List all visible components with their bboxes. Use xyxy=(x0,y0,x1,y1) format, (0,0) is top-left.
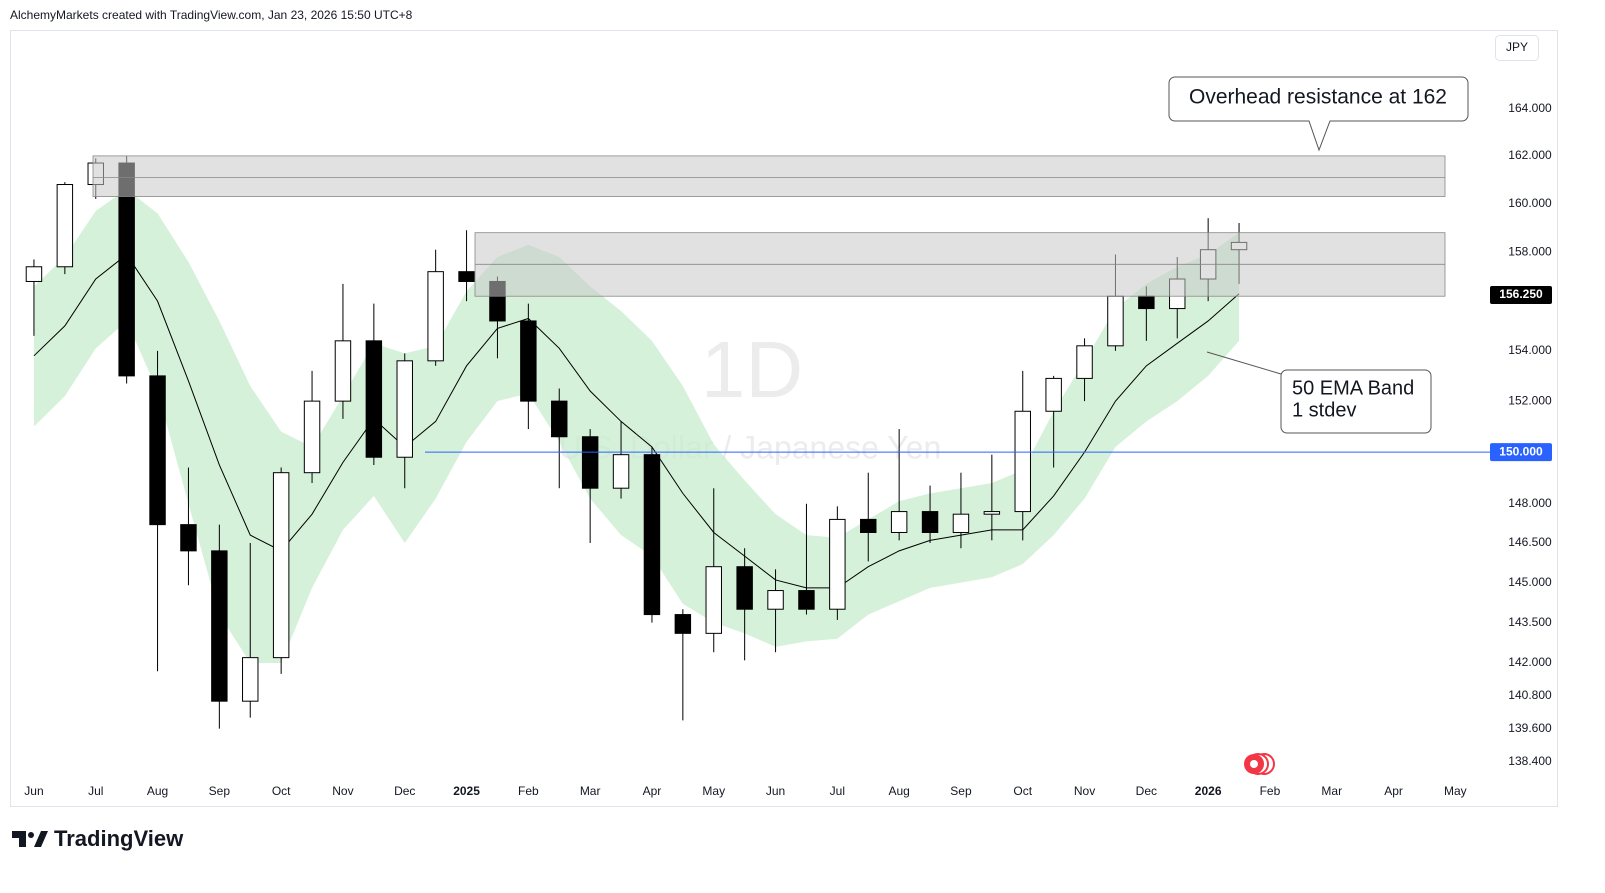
candle-body xyxy=(427,271,444,362)
x-tick-label: May xyxy=(702,784,725,798)
y-tick-label: 158.000 xyxy=(1508,244,1552,258)
candle-body xyxy=(303,400,321,474)
frame xyxy=(10,30,1558,807)
candle-body xyxy=(643,454,661,616)
y-tick-label: 154.000 xyxy=(1508,343,1552,357)
y-tick-label: 146.500 xyxy=(1508,535,1552,549)
candle-body xyxy=(581,436,599,489)
y-tick-label: 148.000 xyxy=(1508,496,1552,510)
candle-body xyxy=(272,472,290,659)
x-tick-label: Nov xyxy=(1074,784,1095,798)
y-tick-label: 160.000 xyxy=(1508,196,1552,210)
y-tick-label: 143.500 xyxy=(1508,615,1552,629)
resistance-zone xyxy=(92,155,1446,197)
hline-label: 150.000 xyxy=(1499,444,1543,458)
y-tick-label: 139.600 xyxy=(1508,721,1552,735)
x-tick-label: Dec xyxy=(1136,784,1157,798)
logo-icon xyxy=(12,831,48,847)
candle-body xyxy=(767,590,784,610)
candle-body xyxy=(1076,345,1093,379)
annotation: 1 stdev xyxy=(1292,399,1356,421)
candle-body xyxy=(736,566,753,610)
footer: TradingView xyxy=(12,826,183,852)
callout-box xyxy=(1280,369,1432,434)
candle-body xyxy=(890,511,908,533)
x-tick-label: Oct xyxy=(1013,784,1032,798)
candle-body xyxy=(798,590,815,610)
x-tick-label: Oct xyxy=(272,784,291,798)
x-tick-label: May xyxy=(1444,784,1467,798)
candle-body xyxy=(149,375,166,526)
candle-body xyxy=(983,511,1001,515)
candle-body xyxy=(396,360,413,458)
header: AlchemyMarkets created with TradingView.… xyxy=(10,8,413,22)
candle-body xyxy=(860,518,877,533)
y-tick-label: 145.000 xyxy=(1508,575,1552,589)
candle-body xyxy=(952,513,970,533)
x-tick-label: Feb xyxy=(1260,784,1281,798)
x-tick-label: Jun xyxy=(766,784,785,798)
y-tick-label: 140.800 xyxy=(1508,688,1552,702)
x-tick-label: Sep xyxy=(950,784,972,798)
candle-body xyxy=(612,454,630,489)
price-marker-bg xyxy=(1490,285,1552,304)
candle-body xyxy=(921,511,939,533)
watermark: 1D xyxy=(701,325,803,414)
candle-body xyxy=(180,524,197,552)
x-tick-label: 2025 xyxy=(453,784,480,798)
candle-body xyxy=(520,320,537,402)
candle-body xyxy=(1138,295,1155,310)
candle-body xyxy=(1107,295,1124,347)
x-tick-label: Mar xyxy=(580,784,601,798)
candle-body xyxy=(365,340,383,458)
candle-body xyxy=(458,271,475,282)
candle-body xyxy=(1014,410,1031,513)
x-tick-label: Apr xyxy=(643,784,662,798)
callout-box xyxy=(1168,76,1469,152)
candle-body xyxy=(25,266,43,282)
x-tick-label: Dec xyxy=(394,784,415,798)
y-tick-label: 142.000 xyxy=(1508,655,1552,669)
candle-body xyxy=(334,340,352,402)
candle-body xyxy=(56,184,74,268)
currency: JPY xyxy=(1506,40,1528,54)
candle-body xyxy=(211,550,228,702)
plot xyxy=(25,155,1490,729)
ema-line xyxy=(33,253,1240,589)
callout-pointer xyxy=(1206,351,1282,375)
replay-icon xyxy=(1244,753,1275,775)
x-tick-label: Aug xyxy=(888,784,909,798)
candle-body xyxy=(551,400,568,438)
candle-body xyxy=(674,614,692,634)
logo-text: TradingView xyxy=(54,826,184,851)
y-tick-label: 152.000 xyxy=(1508,393,1552,407)
y-tick-label: 162.000 xyxy=(1508,148,1552,162)
candle-body xyxy=(705,566,722,634)
x-tick-label: Jun xyxy=(24,784,43,798)
candle-body xyxy=(1045,377,1062,412)
price-marker-label: 156.250 xyxy=(1499,287,1543,301)
x-tick-label: Jul xyxy=(88,784,103,798)
candle-body xyxy=(242,657,259,702)
hline-label-bg xyxy=(1490,443,1552,462)
annotation: 50 EMA Band xyxy=(1292,377,1414,399)
x-tick-label: Nov xyxy=(332,784,353,798)
x-tick-label: 2026 xyxy=(1195,784,1222,798)
currency-box xyxy=(1495,35,1539,61)
y-tick-label: 138.400 xyxy=(1508,754,1552,768)
y-tick-label: 164.000 xyxy=(1508,101,1552,115)
candle-body xyxy=(829,518,846,610)
x-tick-label: Mar xyxy=(1321,784,1342,798)
ema-band xyxy=(33,189,1240,664)
annotation: Overhead resistance at 162 xyxy=(1189,86,1447,109)
x-tick-label: Feb xyxy=(518,784,539,798)
x-tick-label: Sep xyxy=(209,784,231,798)
x-tick-label: Jul xyxy=(830,784,845,798)
x-tick-label: Aug xyxy=(147,784,168,798)
x-tick-label: Apr xyxy=(1384,784,1403,798)
